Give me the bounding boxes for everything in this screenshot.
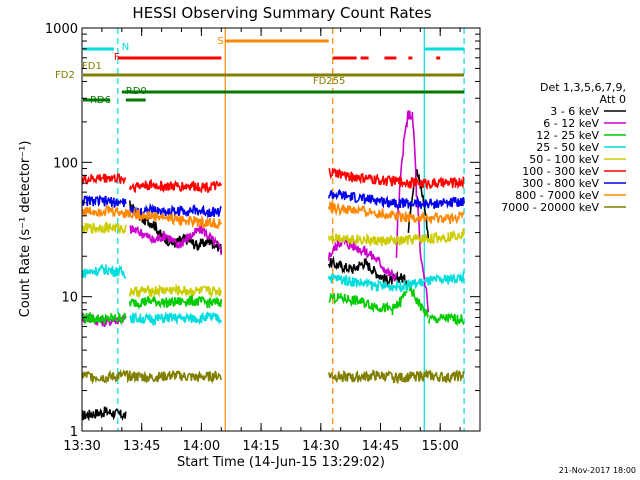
x-tick-label: 13:45 xyxy=(123,439,160,454)
y-tick-label: 100 xyxy=(53,156,78,171)
series-line xyxy=(82,194,127,208)
series-line xyxy=(129,224,223,256)
series-line xyxy=(328,280,430,319)
series-line xyxy=(129,310,223,328)
footer-date: 21-Nov-2017 18:00 xyxy=(559,466,636,475)
series-line xyxy=(129,178,223,194)
series-line xyxy=(129,283,223,299)
legend-header: Att 0 xyxy=(600,93,626,106)
series-line xyxy=(328,368,465,385)
x-tick-label: 13:30 xyxy=(63,439,100,454)
flag-label: N xyxy=(122,42,129,53)
series-line xyxy=(82,406,127,422)
series-line xyxy=(129,202,222,220)
x-tick-label: 14:00 xyxy=(183,439,220,454)
x-tick-label: 15:00 xyxy=(421,439,458,454)
series-line xyxy=(328,188,465,210)
x-tick-label: 14:15 xyxy=(242,439,279,454)
y-tick-label: 1 xyxy=(70,425,78,440)
y-tick-label: 1000 xyxy=(45,22,78,37)
legend-label: 800 - 7000 keV xyxy=(515,189,599,202)
x-tick-label: 14:30 xyxy=(302,439,339,454)
series-line xyxy=(328,200,465,225)
series-line xyxy=(328,273,430,293)
legend-label: 25 - 50 keV xyxy=(536,141,599,154)
flag-label: RD0 xyxy=(126,86,147,97)
legend-label: 100 - 300 keV xyxy=(522,165,599,178)
flag-label: FD2 xyxy=(55,70,75,81)
series-line xyxy=(82,204,222,230)
legend-label: 6 - 12 keV xyxy=(543,117,599,130)
y-axis-label: Count Rate (s⁻¹ detector⁻¹) xyxy=(18,141,33,318)
series-line xyxy=(82,311,127,326)
series-line xyxy=(427,270,465,286)
series-line xyxy=(82,263,127,280)
legend-header: Det 1,3,5,6,7,9, xyxy=(540,81,626,94)
legend-label: 50 - 100 keV xyxy=(529,153,599,166)
legend-label: 7000 - 20000 keV xyxy=(501,201,599,214)
legend-label: 12 - 25 keV xyxy=(536,129,599,142)
flag-label: RD6 xyxy=(90,95,111,106)
series-line xyxy=(82,220,127,235)
legend-label: 3 - 6 keV xyxy=(550,105,599,118)
series-line xyxy=(82,172,127,185)
y-tick-label: 10 xyxy=(61,291,78,306)
series-line xyxy=(328,237,398,282)
series-line xyxy=(82,368,223,385)
series-line xyxy=(129,200,223,253)
chart-title: HESSI Observing Summary Count Rates xyxy=(132,4,431,22)
x-axis-label: Start Time (14-Jun-15 13:29:02) xyxy=(177,455,385,470)
series-group xyxy=(82,110,465,422)
series-line xyxy=(328,228,465,248)
series-line xyxy=(427,312,465,327)
flag-label: S xyxy=(217,36,223,47)
series-line xyxy=(328,167,465,190)
flag-label: FD255 xyxy=(313,76,346,87)
flag-bars xyxy=(83,39,465,102)
legend-label: 300 - 800 keV xyxy=(522,177,599,190)
flag-label: F xyxy=(114,52,120,63)
series-line xyxy=(395,110,430,313)
x-tick-label: 14:45 xyxy=(362,439,399,454)
series-line xyxy=(129,294,223,311)
flag-label: FD1 xyxy=(82,61,102,72)
axes: N S F FD1 FD2 FD255 RD0 RD6 13:30 13:45 14:00 14:15… xyxy=(45,22,481,454)
